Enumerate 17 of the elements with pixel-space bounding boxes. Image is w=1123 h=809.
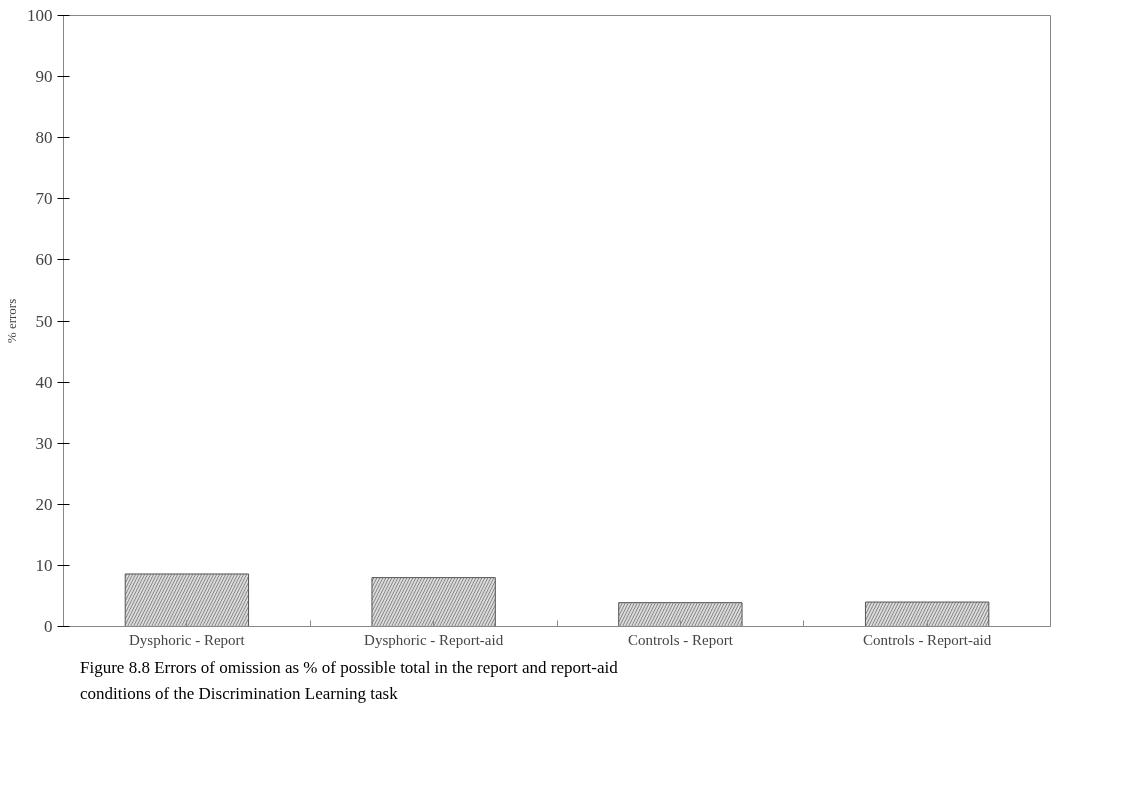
y-tick-label: 90: [35, 67, 53, 87]
y-tick-label: 0: [44, 617, 53, 636]
x-tick-label: Dysphoric - Report: [128, 631, 246, 648]
y-tick-label: 50: [35, 311, 53, 331]
x-tick-label: Controls - Report: [627, 631, 734, 648]
y-tick-label: 10: [35, 555, 53, 575]
y-tick-label: 40: [35, 372, 53, 392]
y-tick-label: 60: [35, 250, 53, 270]
y-tick-label: 100: [27, 6, 53, 25]
caption: Figure 8.8 Errors of omission as % of possible total in the report and report-aid conditions of the Discrimination Learning task: [80, 657, 619, 705]
y-tick-label: 30: [35, 433, 53, 453]
x-tick-label: Dysphoric - Report-aid: [364, 631, 504, 648]
y-tick-label: 20: [35, 494, 53, 514]
y-axis-title: % errors: [4, 298, 19, 344]
x-tick-label: Controls - Report-aid: [862, 631, 992, 648]
y-tick-label: 70: [35, 189, 53, 209]
y-tick-label: 80: [35, 128, 53, 148]
